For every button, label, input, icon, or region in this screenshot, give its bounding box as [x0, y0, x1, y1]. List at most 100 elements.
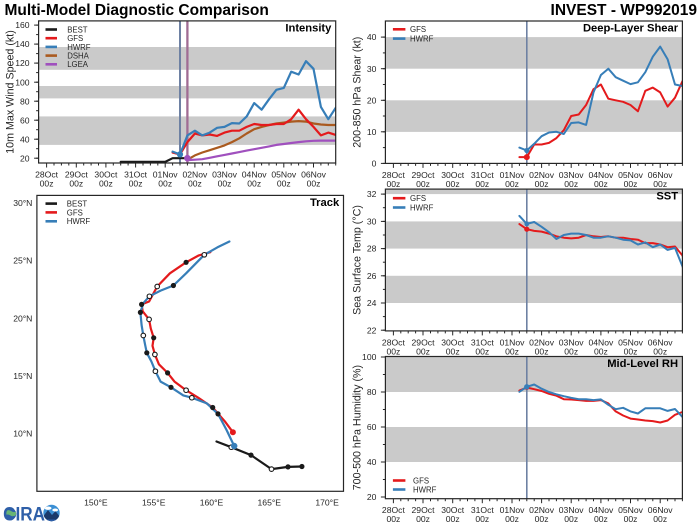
svg-text:165°E: 165°E — [258, 498, 282, 508]
svg-text:10: 10 — [367, 127, 377, 137]
svg-text:02Nov: 02Nov — [529, 170, 555, 180]
svg-text:02Nov: 02Nov — [529, 337, 555, 347]
svg-text:HWRF: HWRF — [410, 35, 434, 44]
svg-text:HWRF: HWRF — [67, 217, 91, 226]
svg-text:06Nov: 06Nov — [301, 170, 327, 180]
svg-text:00z: 00z — [594, 514, 608, 524]
svg-text:00z: 00z — [475, 179, 489, 189]
svg-text:BEST: BEST — [67, 25, 88, 34]
svg-text:22: 22 — [367, 325, 377, 335]
svg-text:00z: 00z — [129, 179, 143, 189]
svg-text:29Oct: 29Oct — [65, 170, 89, 180]
svg-text:00z: 00z — [69, 179, 83, 189]
svg-text:00z: 00z — [564, 179, 578, 189]
svg-text:00z: 00z — [416, 179, 430, 189]
svg-text:32: 32 — [367, 189, 377, 199]
svg-text:SST: SST — [656, 191, 678, 203]
svg-text:01Nov: 01Nov — [500, 170, 526, 180]
svg-text:00z: 00z — [386, 179, 400, 189]
svg-text:GFS: GFS — [67, 34, 83, 43]
svg-text:HWRF: HWRF — [413, 485, 437, 494]
svg-text:INVEST - WP992019: INVEST - WP992019 — [551, 2, 698, 19]
svg-text:HWRF: HWRF — [67, 43, 91, 52]
svg-text:00z: 00z — [653, 346, 667, 356]
svg-text:01Nov: 01Nov — [500, 505, 526, 515]
svg-text:00z: 00z — [624, 179, 638, 189]
svg-text:00z: 00z — [535, 514, 549, 524]
svg-text:05Nov: 05Nov — [618, 337, 644, 347]
svg-text:GFS: GFS — [410, 194, 426, 203]
svg-text:00z: 00z — [386, 514, 400, 524]
svg-text:00z: 00z — [277, 179, 291, 189]
svg-text:05Nov: 05Nov — [271, 170, 297, 180]
svg-text:00z: 00z — [386, 346, 400, 356]
svg-text:00z: 00z — [624, 346, 638, 356]
svg-text:00z: 00z — [594, 346, 608, 356]
svg-text:30Oct: 30Oct — [441, 170, 465, 180]
svg-text:HWRF: HWRF — [410, 203, 434, 212]
svg-text:00z: 00z — [416, 514, 430, 524]
svg-text:Intensity: Intensity — [285, 23, 332, 35]
svg-text:00z: 00z — [624, 514, 638, 524]
svg-text:00z: 00z — [564, 514, 578, 524]
svg-text:28Oct: 28Oct — [382, 337, 406, 347]
svg-text:GFS: GFS — [410, 25, 426, 34]
svg-text:100: 100 — [15, 77, 30, 87]
svg-text:10m Max Wind Speed (kt): 10m Max Wind Speed (kt) — [5, 30, 17, 154]
svg-text:Deep-Layer Shear: Deep-Layer Shear — [583, 23, 679, 35]
svg-text:00z: 00z — [247, 179, 261, 189]
svg-text:00z: 00z — [505, 179, 519, 189]
svg-text:CIRA: CIRA — [3, 502, 45, 524]
svg-text:00z: 00z — [158, 179, 172, 189]
svg-text:03Nov: 03Nov — [559, 170, 585, 180]
svg-text:GFS: GFS — [413, 476, 429, 485]
svg-text:00z: 00z — [446, 346, 460, 356]
svg-text:00z: 00z — [475, 346, 489, 356]
svg-text:28Oct: 28Oct — [382, 170, 406, 180]
svg-text:06Nov: 06Nov — [648, 337, 674, 347]
svg-text:30Oct: 30Oct — [441, 337, 465, 347]
svg-text:04Nov: 04Nov — [588, 170, 614, 180]
svg-text:00z: 00z — [505, 346, 519, 356]
svg-text:00z: 00z — [535, 346, 549, 356]
svg-text:28: 28 — [367, 244, 377, 254]
svg-text:02Nov: 02Nov — [529, 505, 555, 515]
svg-text:24: 24 — [367, 298, 377, 308]
svg-text:160: 160 — [15, 20, 30, 30]
svg-text:04Nov: 04Nov — [588, 505, 614, 515]
svg-text:170°E: 170°E — [315, 498, 339, 508]
svg-text:20°N: 20°N — [13, 313, 32, 323]
svg-text:700-500 hPa Humidity (%): 700-500 hPa Humidity (%) — [352, 365, 364, 490]
svg-text:00z: 00z — [446, 514, 460, 524]
svg-text:31Oct: 31Oct — [124, 170, 148, 180]
svg-text:28Oct: 28Oct — [35, 170, 59, 180]
svg-text:00z: 00z — [188, 179, 202, 189]
svg-text:26: 26 — [367, 271, 377, 281]
svg-text:00z: 00z — [653, 179, 667, 189]
svg-text:200-850 hPa Shear (kt): 200-850 hPa Shear (kt) — [352, 37, 364, 148]
svg-text:28Oct: 28Oct — [382, 505, 406, 515]
svg-text:Sea Surface Temp (°C): Sea Surface Temp (°C) — [352, 205, 364, 315]
svg-text:Multi-Model Diagnostic Compari: Multi-Model Diagnostic Comparison — [5, 2, 269, 19]
svg-text:160°E: 160°E — [200, 498, 224, 508]
svg-text:30Oct: 30Oct — [441, 505, 465, 515]
svg-text:25°N: 25°N — [13, 256, 32, 266]
svg-text:04Nov: 04Nov — [242, 170, 268, 180]
svg-text:01Nov: 01Nov — [153, 170, 179, 180]
svg-text:31Oct: 31Oct — [471, 170, 495, 180]
svg-text:BEST: BEST — [67, 200, 88, 209]
svg-text:29Oct: 29Oct — [412, 505, 436, 515]
svg-text:00z: 00z — [218, 179, 232, 189]
svg-text:30Oct: 30Oct — [94, 170, 118, 180]
svg-text:20: 20 — [367, 95, 377, 105]
svg-text:29Oct: 29Oct — [412, 337, 436, 347]
svg-text:03Nov: 03Nov — [559, 505, 585, 515]
svg-text:140: 140 — [15, 39, 30, 49]
svg-text:00z: 00z — [40, 179, 54, 189]
svg-text:05Nov: 05Nov — [618, 170, 644, 180]
svg-text:00z: 00z — [446, 179, 460, 189]
svg-text:LGEA: LGEA — [67, 60, 89, 69]
svg-text:20: 20 — [20, 153, 30, 163]
svg-text:Mid-Level RH: Mid-Level RH — [607, 358, 678, 370]
svg-text:10°N: 10°N — [13, 429, 32, 439]
